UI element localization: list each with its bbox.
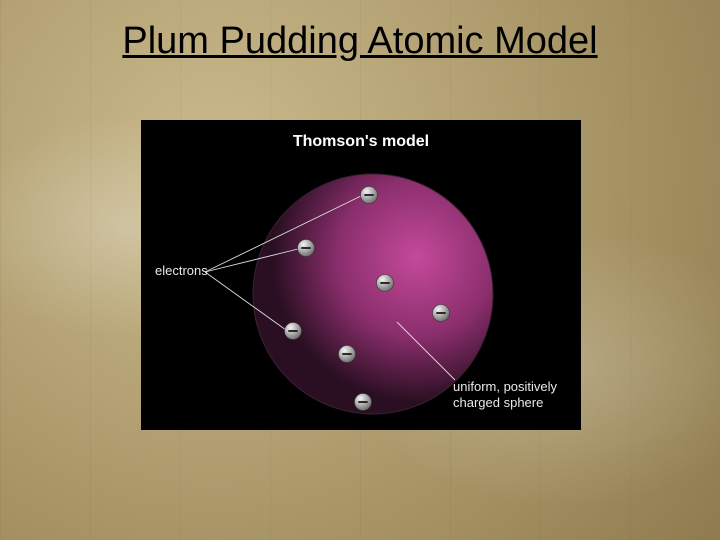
atomic-model-figure: Thomson's model electrons uniform, positiv… <box>141 120 581 430</box>
label-sphere: uniform, positively <box>453 379 558 394</box>
minus-icon <box>342 353 351 355</box>
minus-icon <box>358 401 367 403</box>
figure-heading: Thomson's model <box>293 133 429 150</box>
label-electrons: electrons <box>155 263 208 278</box>
electron <box>433 305 450 322</box>
minus-icon <box>364 194 373 196</box>
electron <box>377 275 394 292</box>
electron <box>339 346 356 363</box>
electron <box>298 240 315 257</box>
minus-icon <box>288 330 297 332</box>
minus-icon <box>380 282 389 284</box>
minus-icon <box>436 312 445 314</box>
slide-title: Plum Pudding Atomic Model <box>0 20 720 63</box>
electron <box>285 323 302 340</box>
positive-sphere <box>253 174 493 414</box>
electron <box>361 187 378 204</box>
label-sphere: charged sphere <box>453 395 543 410</box>
electron <box>355 394 372 411</box>
slide: Plum Pudding Atomic Model Thomson's mode… <box>0 0 720 540</box>
minus-icon <box>301 247 310 249</box>
